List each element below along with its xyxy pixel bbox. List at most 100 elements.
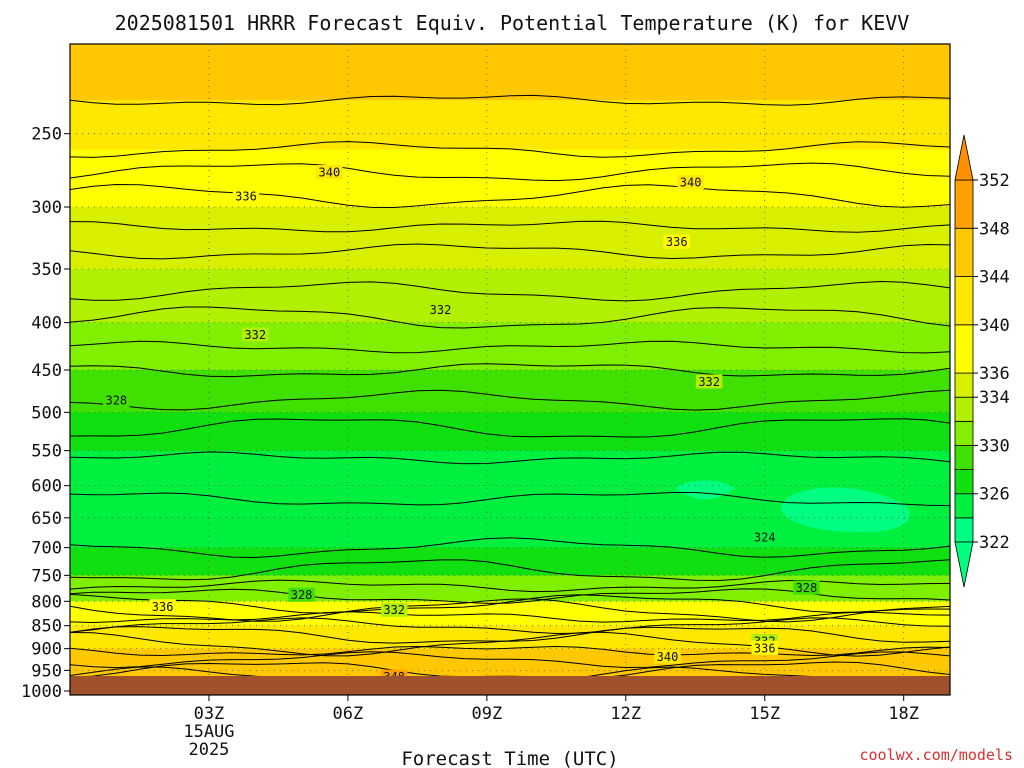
- contour-label-bg: [316, 165, 343, 180]
- x-tick-label: 06Z: [333, 704, 364, 724]
- contour-line: [70, 611, 950, 624]
- contour-line: [70, 666, 812, 676]
- contour-label-bg: [380, 669, 408, 676]
- contour-line: [70, 559, 950, 582]
- plot-area: 340 340 336 336 332 332 332 328 324 328 328 336 332 3…: [70, 44, 950, 684]
- colorbar-band: [954, 469, 974, 495]
- contour-line: [70, 363, 950, 378]
- colorbar-band: [954, 372, 974, 398]
- contour-label: 340: [657, 650, 679, 664]
- theta-band: [70, 100, 950, 150]
- colorbar: 322 326 330 334 336 340 344 348 352: [954, 134, 1010, 588]
- colorbar-under-triangle: [954, 541, 974, 588]
- contour-line: [70, 593, 950, 614]
- contour-line: [70, 220, 950, 233]
- theta-bands: [70, 44, 950, 676]
- y-tick-label: 800: [31, 592, 62, 612]
- contour-line: [70, 598, 950, 623]
- theta-band: [70, 670, 950, 676]
- colorbar-label: 336: [979, 364, 1010, 384]
- theta-band: [70, 44, 950, 101]
- contour-line: [70, 492, 950, 507]
- contour-label-bg: [427, 302, 454, 317]
- contour-line: [70, 183, 950, 209]
- contour-label-bg: [695, 374, 723, 389]
- contour-line: [70, 389, 950, 411]
- x-tick-label: 18Z: [888, 704, 919, 724]
- contour-label-bg: [149, 599, 176, 614]
- colorbar-band: [954, 276, 974, 326]
- colorbar-band: [954, 227, 974, 277]
- x-tick-label: 12Z: [610, 704, 641, 724]
- contour-line: [70, 451, 950, 465]
- contour-line: [86, 661, 950, 676]
- y-tick-label: 850: [31, 617, 62, 637]
- contour-label-bg: [288, 587, 315, 602]
- colorbar-label: 340: [979, 316, 1010, 336]
- colorbar-label: 334: [979, 388, 1010, 408]
- y-tick-label: 400: [31, 314, 62, 334]
- y-tick-label: 1000: [21, 682, 62, 702]
- y-tick-label: 700: [31, 539, 62, 559]
- colorbar-band: [954, 179, 974, 229]
- y-tick-label: 650: [31, 509, 62, 529]
- colorbar-label: 326: [979, 485, 1010, 505]
- theta-band: [70, 268, 950, 324]
- colorbar-band: [954, 493, 974, 519]
- x-tick-label: 03Z: [194, 704, 225, 724]
- theta-band: [70, 206, 950, 270]
- contour-line: [70, 162, 950, 182]
- theta-band: [70, 547, 950, 576]
- contour-label: 336: [754, 641, 776, 655]
- y-tick-label: 450: [31, 361, 62, 381]
- contour-label-bg: [242, 327, 269, 342]
- contour-labels: 340 340 336 336 332 332 332 328 324 328 328 336 332 3…: [103, 165, 820, 684]
- colorbar-band: [954, 517, 974, 543]
- contour-label: 332: [430, 303, 452, 317]
- contour-label-bg: [677, 175, 704, 190]
- credit-text: coolwx.com/models: [859, 746, 1013, 764]
- ground-surface: [70, 676, 950, 695]
- contour-label: 348: [383, 670, 405, 684]
- colorbar-over-triangle: [954, 134, 974, 181]
- colorbar-label: 344: [979, 268, 1010, 288]
- y-axis: 250 300 350 400 450 500 550 600 650 700 750 800 850 9…: [21, 125, 70, 702]
- contour-label-bg: [751, 530, 778, 545]
- contour-line: [70, 617, 950, 635]
- contour-line: [70, 280, 950, 302]
- y-tick-label: 950: [31, 661, 62, 681]
- contour-label-bg: [380, 602, 408, 617]
- x-tick-label: 09Z: [471, 704, 502, 724]
- grid-lines: [70, 44, 950, 676]
- contour-label-bg: [103, 393, 130, 408]
- contour-label-bg: [793, 580, 820, 595]
- contour-line: [70, 418, 950, 438]
- theta-band: [70, 322, 950, 371]
- contour-lines: [70, 94, 950, 676]
- colorbar-band: [954, 420, 974, 446]
- contour-label: 336: [666, 235, 688, 249]
- contour-label: 328: [796, 581, 818, 595]
- y-tick-label: 350: [31, 260, 62, 280]
- contour-line: [70, 141, 950, 158]
- colorbar-label: 322: [979, 533, 1010, 553]
- theta-band: [70, 412, 950, 452]
- y-tick-label: 500: [31, 403, 62, 423]
- contour-label-bg: [654, 649, 681, 664]
- y-tick-label: 600: [31, 477, 62, 497]
- contour-line: [70, 537, 950, 559]
- contour-label: 328: [291, 588, 313, 602]
- colorbar-band: [954, 445, 974, 471]
- contour-label: 340: [680, 176, 702, 190]
- colorbar-label: 348: [979, 219, 1010, 239]
- y-tick-label: 900: [31, 640, 62, 660]
- colorbar-label: 330: [979, 436, 1010, 456]
- contour-label: 340: [319, 166, 341, 180]
- y-tick-label: 300: [31, 198, 62, 218]
- chart-title: 2025081501 HRRR Forecast Equiv. Potentia…: [115, 11, 910, 35]
- contour-label-bg: [663, 234, 690, 249]
- x-axis-label: Forecast Time (UTC): [401, 748, 618, 768]
- theta-band: [70, 450, 950, 487]
- contour-line: [70, 243, 950, 260]
